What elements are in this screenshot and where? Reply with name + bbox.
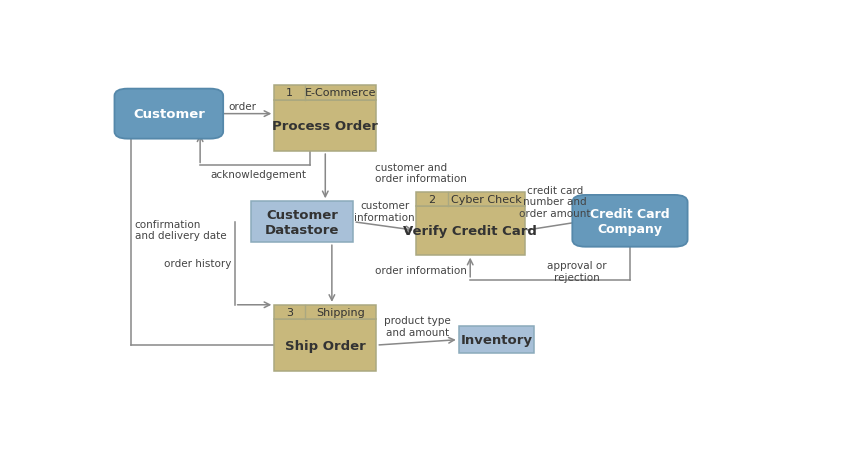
Text: 2: 2 [428,194,436,205]
Text: Ship Order: Ship Order [285,339,366,352]
Text: E-Commerce: E-Commerce [305,88,377,98]
Bar [459,326,535,353]
Bar [416,193,524,206]
FancyBboxPatch shape [572,195,688,247]
Text: customer and
order information: customer and order information [375,163,467,184]
Text: order: order [228,101,256,112]
Bar [416,206,524,255]
Text: Verify Credit Card: Verify Credit Card [403,225,537,238]
Text: 1: 1 [286,88,293,98]
Bar [275,305,377,319]
Text: Cyber Check: Cyber Check [451,194,522,205]
Text: acknowledgement: acknowledgement [210,170,306,180]
Text: order information: order information [375,265,467,275]
Text: customer
information: customer information [354,201,415,222]
Bar [275,319,377,371]
Bar [252,202,354,243]
Text: Shipping: Shipping [316,307,365,317]
Text: Process Order: Process Order [272,119,378,132]
Text: confirmation
and delivery date: confirmation and delivery date [134,219,226,241]
Text: credit card
number and
order amount: credit card number and order amount [519,185,591,218]
Bar [275,100,377,152]
Text: approval or
rejection: approval or rejection [547,261,606,282]
Text: order history: order history [164,259,231,269]
Bar [275,86,377,100]
FancyBboxPatch shape [115,89,224,139]
Text: Credit Card
Company: Credit Card Company [590,207,670,235]
Text: Customer
Datastore: Customer Datastore [265,208,339,236]
Text: 3: 3 [286,307,293,317]
Text: Inventory: Inventory [461,333,533,346]
Text: Customer: Customer [133,108,205,121]
Text: product type
and amount: product type and amount [384,316,450,337]
